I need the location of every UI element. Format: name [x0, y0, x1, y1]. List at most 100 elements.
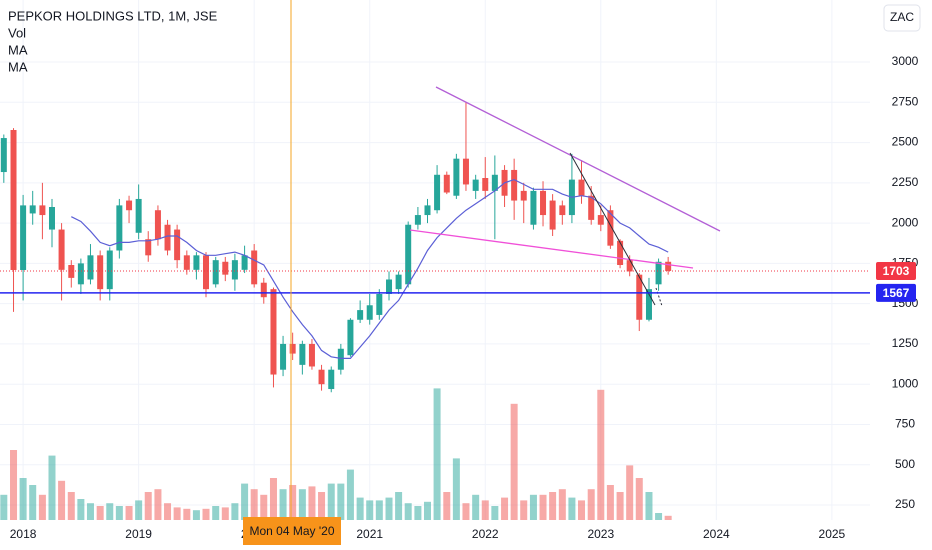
- volume-bar: [510, 403, 518, 520]
- volume-bar: [423, 501, 431, 520]
- volume-bar: [96, 506, 104, 520]
- overlay: [0, 270, 870, 294]
- price-label-box: [876, 283, 916, 302]
- candle-body: [39, 205, 46, 216]
- y-tick-label: 3000: [892, 54, 919, 68]
- candle-body: [58, 229, 65, 270]
- volume-bar: [443, 492, 451, 520]
- candle-body: [376, 293, 383, 315]
- candle-body: [154, 210, 161, 240]
- axes: 2505007501000125015001750200022502500275…: [10, 54, 919, 541]
- candle-body: [308, 343, 315, 367]
- volume-bar: [298, 489, 306, 520]
- candle-body: [549, 200, 556, 230]
- price-label: 1703: [883, 264, 910, 278]
- volume-bar: [462, 503, 470, 520]
- candle-body: [559, 205, 566, 216]
- volume-bar: [655, 513, 663, 520]
- volume-bar: [289, 485, 297, 520]
- candle-body: [174, 229, 181, 261]
- candle-body: [472, 179, 479, 191]
- indicator-label: MA: [8, 59, 28, 74]
- candle-body: [636, 274, 643, 320]
- candle-body: [260, 282, 267, 298]
- volume-bar: [375, 500, 383, 520]
- volume-bar: [539, 494, 547, 520]
- crosshair-label: Mon 04 May '20: [249, 524, 334, 538]
- volume-bar: [231, 503, 239, 520]
- candle-body: [280, 343, 287, 370]
- volume-bar: [135, 500, 143, 520]
- currency-box[interactable]: [883, 4, 921, 32]
- y-tick-label: 500: [895, 457, 915, 471]
- volume-bar: [183, 508, 191, 520]
- candle-body: [29, 205, 36, 214]
- candle-body: [106, 250, 113, 290]
- candle-body: [48, 207, 55, 230]
- volume-bar: [106, 503, 114, 520]
- candle-body: [193, 255, 200, 270]
- candle-body: [212, 260, 219, 285]
- x-tick-label: 2024: [703, 527, 730, 541]
- candle-body: [655, 261, 662, 285]
- y-tick-label: 250: [895, 497, 915, 511]
- volume-bar: [202, 508, 210, 520]
- x-tick-label: 2021: [356, 527, 383, 541]
- volume-bar: [250, 489, 258, 520]
- candle-body: [135, 198, 142, 233]
- volume-bar: [491, 506, 499, 520]
- candle-body: [20, 205, 27, 270]
- trend-line: [655, 287, 663, 307]
- volume-bar: [318, 492, 326, 520]
- candle-body: [414, 215, 421, 225]
- candle-body: [0, 138, 7, 173]
- trend-line: [435, 86, 721, 232]
- x-tick-label: 2018: [10, 527, 37, 541]
- volume-bar: [260, 494, 268, 520]
- volume-bar: [452, 458, 460, 520]
- volume-bar: [616, 492, 624, 520]
- x-tick-label: 2022: [472, 527, 499, 541]
- candle-body: [520, 190, 527, 201]
- volume-bar: [568, 497, 576, 520]
- candle-body: [347, 319, 354, 356]
- candle-body: [203, 255, 210, 290]
- volume-bar: [520, 500, 528, 520]
- chart-title: PEPKOR HOLDINGS LTD, 1M, JSE: [8, 8, 218, 23]
- candle-body: [540, 190, 547, 216]
- candle-body: [270, 289, 277, 375]
- y-tick-label: 750: [895, 417, 915, 431]
- candle-body: [116, 205, 123, 251]
- volume-bar: [125, 506, 133, 520]
- candle-body: [462, 158, 469, 185]
- candle-body: [366, 305, 373, 320]
- volume-bar: [58, 480, 66, 520]
- candle-body: [491, 174, 498, 191]
- candle-body: [337, 348, 344, 370]
- candle-body: [222, 261, 229, 275]
- x-tick-label: 2019: [125, 527, 152, 541]
- volume-layer: [0, 388, 672, 520]
- candle-body: [164, 224, 171, 251]
- ma-line: [71, 178, 669, 359]
- currency-label[interactable]: ZAC: [890, 10, 914, 24]
- volume-bar: [192, 510, 200, 520]
- candle-body: [231, 260, 238, 280]
- volume-bar: [645, 492, 653, 520]
- indicator-label: MA: [8, 42, 28, 57]
- volume-bar: [558, 489, 566, 520]
- volume-bar: [635, 478, 643, 520]
- volume-bar: [529, 494, 537, 520]
- volume-bar: [587, 489, 595, 520]
- volume-bar: [366, 500, 374, 520]
- volume-bar: [29, 485, 37, 520]
- volume-bar: [164, 503, 172, 520]
- volume-bar: [67, 492, 75, 520]
- candle-body: [328, 369, 335, 390]
- volume-bar: [19, 478, 27, 520]
- candle-body: [453, 158, 460, 196]
- indicator-label: Vol: [8, 25, 26, 40]
- volume-bar: [597, 389, 605, 520]
- volume-bar: [241, 483, 249, 520]
